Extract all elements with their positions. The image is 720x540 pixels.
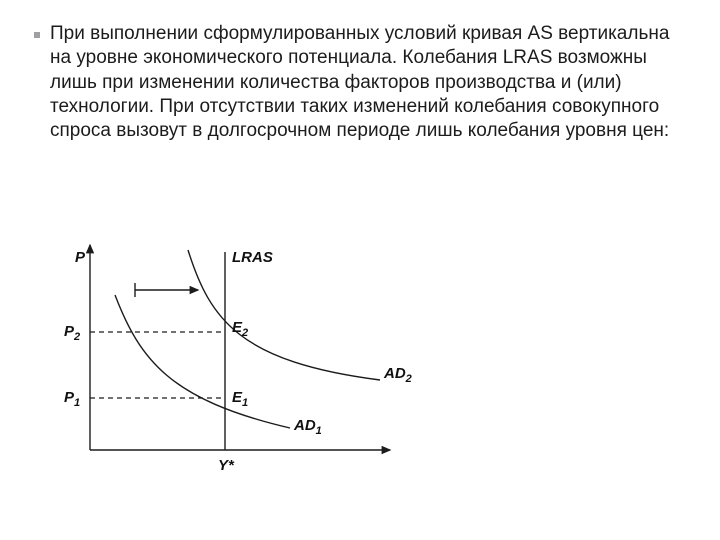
ad2-curve [188,250,380,380]
label-ad2-base: AD [384,365,406,382]
label-p1-sub: 1 [74,397,80,409]
label-ad2-sub: 2 [406,373,412,385]
bullet-dot [34,32,40,38]
label-p1-base: P [64,389,74,406]
label-ad2: AD2 [384,366,412,385]
label-e1-sub: 1 [242,397,248,409]
label-p2-sub: 2 [74,331,80,343]
label-ad1-sub: 1 [316,425,322,437]
label-ad1-base: AD [294,417,316,434]
label-ad1: AD1 [294,418,322,437]
label-p: P [75,250,85,265]
bullet-row: При выполнении сформулированных условий … [34,22,686,144]
label-e1: E1 [232,390,248,409]
label-p1: P1 [64,390,80,409]
label-e2-sub: 2 [242,327,248,339]
label-lras: LRAS [232,250,273,265]
slide: При выполнении сформулированных условий … [0,0,720,540]
label-e2: E2 [232,320,248,339]
ad1-curve [115,295,290,428]
label-e1-base: E [232,389,242,406]
paragraph-text: При выполнении сформулированных условий … [50,22,686,144]
label-p2-base: P [64,323,74,340]
chart-svg [60,240,420,500]
lras-ad-diagram: P LRAS Y* P1 P2 E1 E2 AD1 AD2 [60,240,420,520]
label-p2: P2 [64,324,80,343]
label-y-star: Y* [218,458,234,473]
label-e2-base: E [232,319,242,336]
